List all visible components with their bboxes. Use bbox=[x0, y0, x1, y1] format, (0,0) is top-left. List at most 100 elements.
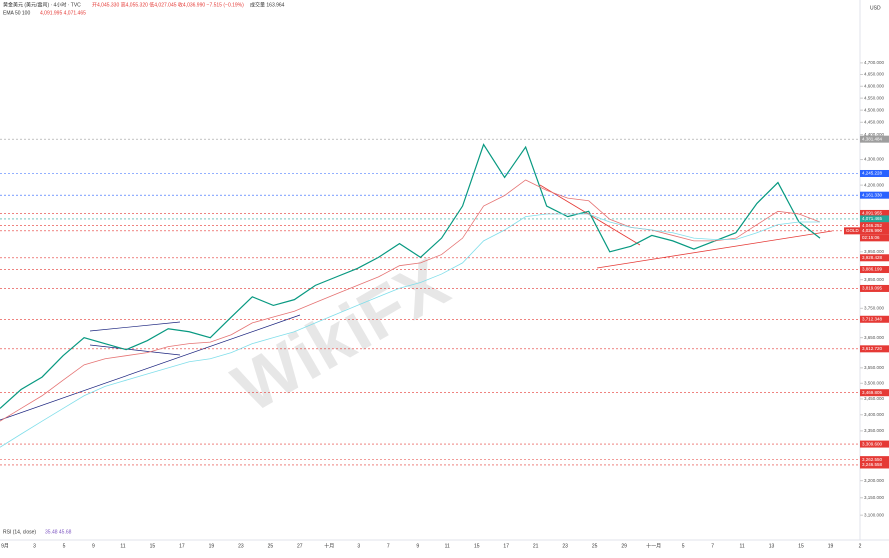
volume: 成交量 163.964 bbox=[250, 1, 285, 8]
x-tick-label: 十一月 bbox=[646, 542, 661, 549]
price-label-box bbox=[860, 389, 889, 397]
price-label-box bbox=[860, 227, 889, 235]
y-tick-label: 3,100.000 bbox=[864, 512, 885, 517]
y-tick-label: 3,950.000 bbox=[864, 249, 885, 254]
price-label-box bbox=[860, 191, 889, 199]
x-tick-label: 15 bbox=[150, 543, 156, 549]
x-tick-label: 3 bbox=[357, 543, 360, 549]
x-tick-label: 23 bbox=[238, 543, 244, 549]
trend-line bbox=[89, 321, 181, 332]
x-tick-label: 11 bbox=[445, 543, 450, 549]
price-label: 3,246.558 bbox=[862, 462, 883, 467]
y-tick-label: 3,650.000 bbox=[864, 335, 885, 340]
trend-line bbox=[596, 230, 833, 269]
x-tick-label: 5 bbox=[682, 543, 685, 549]
symbol-box bbox=[844, 227, 860, 235]
x-tick-label: 3 bbox=[33, 543, 36, 549]
x-tick-label: 29 bbox=[621, 543, 627, 549]
x-tick-label: 15 bbox=[798, 543, 804, 549]
price-label: 3,469.805 bbox=[862, 390, 883, 395]
price-label: 3,612.720 bbox=[862, 346, 883, 351]
trend-line bbox=[0, 314, 301, 421]
x-tick-label: 7 bbox=[711, 543, 714, 549]
price-line bbox=[0, 143, 821, 409]
rsi-legend: RSI (14, close) bbox=[3, 529, 36, 535]
y-tick-label: 4,400.000 bbox=[864, 132, 885, 137]
price-label: 4,026.990 bbox=[862, 228, 883, 233]
x-tick-label: 17 bbox=[503, 543, 509, 549]
ema-line bbox=[0, 179, 821, 422]
price-label-box bbox=[860, 345, 889, 353]
x-tick-label: 23 bbox=[562, 543, 568, 549]
y-tick-label: 3,500.000 bbox=[864, 380, 885, 385]
price-label: 4,381.484 bbox=[862, 136, 883, 141]
price-label-box bbox=[860, 222, 889, 230]
price-label-box bbox=[860, 284, 889, 292]
x-tick-label: 25 bbox=[592, 543, 598, 549]
y-tick-label: 3,750.000 bbox=[864, 305, 885, 310]
x-tick-label: 9月 bbox=[1, 543, 9, 549]
price-label: 4,091.955 bbox=[862, 211, 883, 216]
countdown-box bbox=[860, 234, 889, 242]
y-tick-label: 4,200.000 bbox=[864, 182, 885, 187]
symbol-label: GOLD bbox=[846, 228, 860, 233]
price-label-box bbox=[860, 169, 889, 177]
x-tick-label: 13 bbox=[769, 543, 775, 549]
x-tick-label: 11 bbox=[120, 543, 125, 549]
price-label-box bbox=[860, 266, 889, 274]
x-tick-label: 7 bbox=[387, 543, 390, 549]
x-tick-label: 21 bbox=[533, 543, 539, 549]
price-label: 3,309.600 bbox=[862, 441, 883, 446]
x-tick-label: 11 bbox=[739, 543, 744, 549]
x-tick-label: 十月 bbox=[324, 542, 334, 549]
x-tick-label: 19 bbox=[828, 543, 834, 549]
price-label: 3,819.095 bbox=[862, 286, 883, 291]
y-tick-label: 3,850.000 bbox=[864, 277, 885, 282]
price-label-box bbox=[860, 209, 889, 217]
y-tick-label: 4,550.000 bbox=[864, 95, 885, 100]
price-label-box bbox=[860, 456, 889, 464]
price-label-box bbox=[860, 254, 889, 262]
y-tick-label: 4,650.000 bbox=[864, 72, 885, 77]
x-tick-label: 9 bbox=[92, 543, 95, 549]
y-tick-label: 4,300.000 bbox=[864, 157, 885, 162]
x-tick-label: 2 bbox=[859, 543, 862, 549]
y-tick-label: 4,450.000 bbox=[864, 119, 885, 124]
x-tick-label: 15 bbox=[474, 543, 480, 549]
price-label: 3,928.428 bbox=[862, 255, 883, 260]
y-tick-label: 3,350.000 bbox=[864, 428, 885, 433]
x-tick-label: 17 bbox=[179, 543, 185, 549]
x-tick-label: 9 bbox=[416, 543, 419, 549]
y-tick-label: 4,600.000 bbox=[864, 83, 885, 88]
rsi-values: 35.48 45.68 bbox=[45, 529, 72, 535]
price-label-box bbox=[860, 461, 889, 469]
trend-line bbox=[89, 344, 181, 356]
ema-values: 4,091.995 4,071.465 bbox=[40, 10, 86, 16]
price-label: 3,886.199 bbox=[862, 267, 883, 272]
price-label: 4,046.252 bbox=[862, 223, 883, 228]
price-label: 4,161.330 bbox=[862, 192, 883, 197]
currency: USD bbox=[870, 5, 881, 11]
price-label-box bbox=[860, 135, 889, 143]
price-label: 4,071.465 bbox=[862, 216, 883, 221]
ema-line bbox=[0, 213, 820, 448]
price-label: 3,712.348 bbox=[862, 316, 883, 321]
y-tick-label: 3,450.000 bbox=[864, 396, 885, 401]
y-tick-label: 3,200.000 bbox=[864, 478, 885, 483]
price-label: 3,262.550 bbox=[862, 457, 883, 462]
y-tick-label: 3,550.000 bbox=[864, 365, 885, 370]
y-tick-label: 3,150.000 bbox=[864, 495, 885, 500]
y-tick-label: 4,700.000 bbox=[864, 60, 885, 65]
x-tick-label: 25 bbox=[268, 543, 274, 549]
ema-legend: EMA 50 100 bbox=[3, 10, 30, 16]
x-tick-label: 19 bbox=[209, 543, 215, 549]
x-tick-label: 5 bbox=[63, 543, 66, 549]
price-label: 4,245.228 bbox=[862, 171, 883, 176]
price-label-box bbox=[860, 215, 889, 223]
price-label-box bbox=[860, 440, 889, 448]
price-label-box bbox=[860, 315, 889, 323]
y-tick-label: 3,400.000 bbox=[864, 412, 885, 417]
x-tick-label: 27 bbox=[297, 543, 303, 549]
